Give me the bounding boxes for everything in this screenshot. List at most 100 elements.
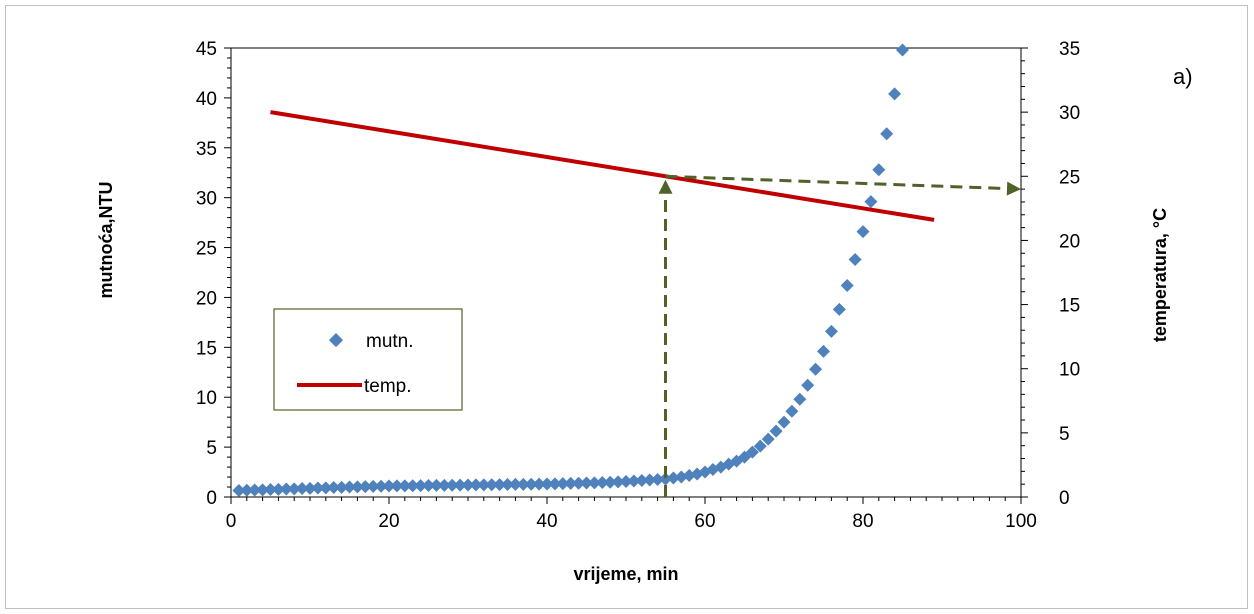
mutn-point <box>232 484 246 498</box>
mutn-point <box>896 43 909 57</box>
mutn-point <box>445 478 459 492</box>
mutn-point <box>572 476 586 490</box>
y-right-tick-label: 10 <box>1059 360 1080 381</box>
temp-line <box>270 110 935 222</box>
mutn-point <box>872 163 886 177</box>
mutn-point <box>437 478 451 492</box>
mutn-point <box>287 482 301 496</box>
plot-area <box>230 47 1022 498</box>
mutn-point <box>651 473 665 487</box>
mutn-point <box>864 195 878 209</box>
mutn-point <box>856 225 870 239</box>
mutn-point <box>327 481 341 495</box>
y-right-tick-label: 30 <box>1059 103 1080 124</box>
mutn-point <box>350 480 364 494</box>
mutn-point <box>358 480 372 494</box>
y-left-tick-label: 30 <box>196 189 217 210</box>
mutn-point <box>801 378 815 392</box>
mutn-point <box>761 432 775 446</box>
mutn-point <box>271 482 285 496</box>
x-tick-label: 60 <box>694 511 715 532</box>
mutn-point <box>880 127 894 141</box>
x-tick-label: 100 <box>1005 511 1037 532</box>
mutn-point <box>548 477 562 491</box>
mutn-point <box>888 87 902 101</box>
mutn-point <box>248 483 262 497</box>
mutn-point <box>666 471 680 485</box>
y-left-tick-label: 0 <box>206 488 217 509</box>
mutn-point <box>382 479 396 493</box>
x-tick-label: 20 <box>378 511 399 532</box>
y-left-tick-label: 40 <box>196 89 217 110</box>
mutn-point <box>580 476 593 490</box>
y-axis-right-title: temperatura, °C <box>1150 208 1170 342</box>
mutn-point <box>485 478 499 492</box>
mutn-point <box>461 478 475 492</box>
mutn-point <box>524 477 538 491</box>
mutn-point <box>587 476 601 490</box>
mutn-point <box>659 472 672 486</box>
mutn-point <box>469 478 483 492</box>
y-axis-left-title: mutnoća,NTU <box>96 182 116 299</box>
mutn-point <box>374 479 388 493</box>
mutn-point <box>422 479 435 493</box>
mutn-point <box>745 445 759 459</box>
y-right-tick-label: 5 <box>1059 424 1070 445</box>
legend-box <box>273 308 463 411</box>
mutn-point <box>564 476 578 490</box>
mutn-point <box>824 324 838 338</box>
mutn-point <box>343 480 356 494</box>
mutn-point <box>785 404 799 418</box>
mutn-point <box>516 477 530 491</box>
y-left-tick-label: 35 <box>196 139 217 160</box>
mutn-point <box>406 479 420 493</box>
mutn-point <box>532 477 546 491</box>
mutn-point <box>453 478 467 492</box>
legend: mutn. temp. <box>273 308 463 411</box>
mutn-point <box>556 477 570 491</box>
y-right-tick-label: 25 <box>1059 167 1080 188</box>
mutn-point <box>809 362 823 376</box>
y-right-tick-label: 15 <box>1059 296 1080 317</box>
x-tick-label: 0 <box>226 511 237 532</box>
mutn-point <box>832 302 846 316</box>
legend-label-mutn: mutn. <box>366 331 414 352</box>
annotation-arrow-line <box>665 174 1008 191</box>
y-left-tick-label: 20 <box>196 288 217 309</box>
legend-label-temp: temp. <box>364 376 412 397</box>
mutn-point <box>335 480 349 494</box>
plot-border <box>230 47 1022 498</box>
x-axis-title: vrijeme, min <box>573 564 678 584</box>
mutn-point <box>595 476 609 490</box>
mutn-point <box>627 474 641 488</box>
y-left-tick-label: 10 <box>196 388 217 409</box>
y-left-tick-label: 5 <box>206 438 217 459</box>
mutn-point <box>635 474 649 488</box>
mutn-point <box>303 481 317 495</box>
mutn-point <box>414 479 428 493</box>
y-left-tick-label: 15 <box>196 338 217 359</box>
mutn-point <box>256 483 270 497</box>
mutn-point <box>619 475 633 489</box>
mutn-point <box>398 479 412 493</box>
x-tick-label: 80 <box>852 511 873 532</box>
mutn-point <box>848 253 862 267</box>
mutn-point <box>753 439 767 453</box>
legend-marker-mutn <box>328 333 344 348</box>
mutn-point <box>493 478 507 492</box>
annotation-layer <box>658 174 1021 497</box>
mutn-point <box>603 475 617 489</box>
axes: 0 20 40 60 80 100 0 5 10 15 20 25 30 35 40 45 0 5 10 15 20 25… <box>196 39 1080 532</box>
mutn-point <box>643 473 657 487</box>
annotation-arrow-head <box>1006 181 1021 196</box>
annotation-arrow-head <box>658 179 673 194</box>
mutn-point <box>769 424 783 438</box>
mutn-point <box>508 477 522 491</box>
mutn-point <box>793 392 807 406</box>
mutn-point <box>295 482 309 496</box>
mutn-point <box>501 478 514 492</box>
mutn-point <box>240 483 254 497</box>
mutn-point <box>429 478 443 492</box>
y-right-tick-label: 35 <box>1059 39 1080 60</box>
